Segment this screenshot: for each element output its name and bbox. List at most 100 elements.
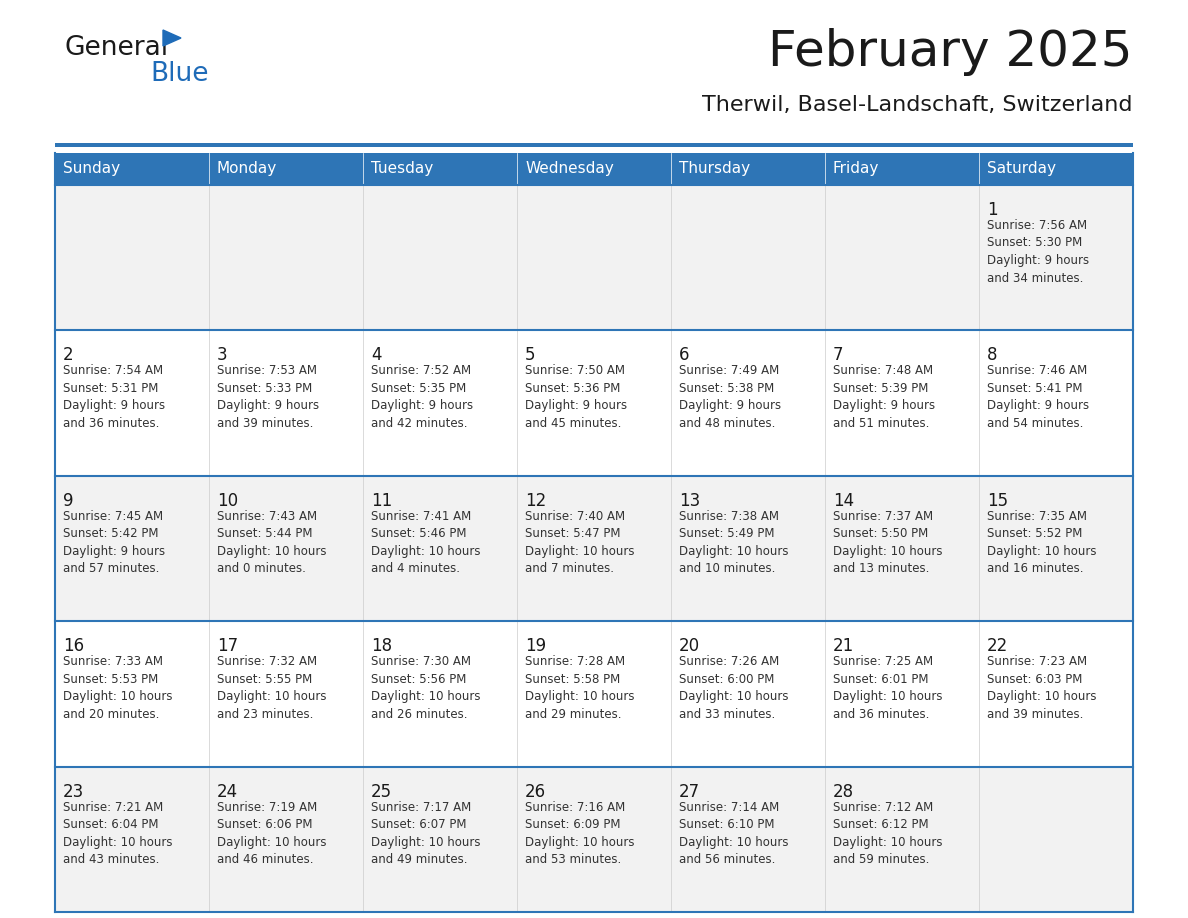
Bar (517, 621, 671, 767)
Bar (979, 621, 1133, 767)
Text: Sunset: 5:39 PM: Sunset: 5:39 PM (833, 382, 928, 395)
Text: and 53 minutes.: and 53 minutes. (525, 853, 621, 866)
Bar (824, 330, 979, 476)
Bar (671, 476, 824, 621)
Text: 5: 5 (525, 346, 536, 364)
Bar (364, 476, 517, 621)
Text: 15: 15 (987, 492, 1009, 509)
Text: Daylight: 10 hours: Daylight: 10 hours (525, 690, 634, 703)
Bar (364, 767, 517, 912)
Text: Sunrise: 7:30 AM: Sunrise: 7:30 AM (371, 655, 470, 668)
Text: Sunrise: 7:21 AM: Sunrise: 7:21 AM (63, 800, 163, 813)
Text: and 23 minutes.: and 23 minutes. (217, 708, 314, 721)
Bar (824, 153, 979, 185)
Text: Sunrise: 7:19 AM: Sunrise: 7:19 AM (217, 800, 317, 813)
Text: Daylight: 9 hours: Daylight: 9 hours (987, 254, 1089, 267)
Text: Sunrise: 7:43 AM: Sunrise: 7:43 AM (217, 509, 317, 522)
Text: Monday: Monday (217, 162, 277, 176)
Text: and 59 minutes.: and 59 minutes. (833, 853, 929, 866)
Text: Daylight: 10 hours: Daylight: 10 hours (680, 544, 789, 558)
Text: and 45 minutes.: and 45 minutes. (525, 417, 621, 430)
Text: Sunrise: 7:40 AM: Sunrise: 7:40 AM (525, 509, 625, 522)
Text: Sunday: Sunday (63, 162, 120, 176)
Text: 22: 22 (987, 637, 1009, 655)
Text: Sunrise: 7:49 AM: Sunrise: 7:49 AM (680, 364, 779, 377)
Bar (209, 330, 364, 476)
Bar (824, 621, 979, 767)
Text: Sunrise: 7:37 AM: Sunrise: 7:37 AM (833, 509, 933, 522)
Text: Sunset: 5:55 PM: Sunset: 5:55 PM (217, 673, 312, 686)
Text: Sunset: 6:12 PM: Sunset: 6:12 PM (833, 818, 929, 831)
Bar (671, 621, 824, 767)
Text: and 29 minutes.: and 29 minutes. (525, 708, 621, 721)
Text: and 46 minutes.: and 46 minutes. (217, 853, 314, 866)
Text: Sunrise: 7:53 AM: Sunrise: 7:53 AM (217, 364, 317, 377)
Bar (55, 185, 209, 330)
Text: Sunset: 5:35 PM: Sunset: 5:35 PM (371, 382, 466, 395)
Bar (55, 767, 209, 912)
Bar (824, 185, 979, 330)
Bar (517, 767, 671, 912)
Text: and 26 minutes.: and 26 minutes. (371, 708, 468, 721)
Bar (979, 476, 1133, 621)
Bar (364, 185, 517, 330)
Text: 28: 28 (833, 783, 854, 800)
Text: Daylight: 10 hours: Daylight: 10 hours (63, 690, 172, 703)
Text: 12: 12 (525, 492, 546, 509)
Text: Daylight: 10 hours: Daylight: 10 hours (833, 835, 942, 848)
Text: Wednesday: Wednesday (525, 162, 614, 176)
Text: 9: 9 (63, 492, 74, 509)
Text: Sunset: 5:46 PM: Sunset: 5:46 PM (371, 527, 467, 541)
Text: 18: 18 (371, 637, 392, 655)
Text: 3: 3 (217, 346, 228, 364)
Text: Sunrise: 7:16 AM: Sunrise: 7:16 AM (525, 800, 625, 813)
Text: 8: 8 (987, 346, 998, 364)
Text: and 42 minutes.: and 42 minutes. (371, 417, 468, 430)
Text: Sunrise: 7:26 AM: Sunrise: 7:26 AM (680, 655, 779, 668)
Text: Daylight: 10 hours: Daylight: 10 hours (987, 690, 1097, 703)
Text: and 48 minutes.: and 48 minutes. (680, 417, 776, 430)
Text: and 39 minutes.: and 39 minutes. (217, 417, 314, 430)
Text: Sunset: 6:06 PM: Sunset: 6:06 PM (217, 818, 312, 831)
Text: Daylight: 10 hours: Daylight: 10 hours (680, 835, 789, 848)
Text: 26: 26 (525, 783, 546, 800)
Text: Daylight: 9 hours: Daylight: 9 hours (217, 399, 320, 412)
Text: and 43 minutes.: and 43 minutes. (63, 853, 159, 866)
Text: Daylight: 9 hours: Daylight: 9 hours (371, 399, 473, 412)
Text: Saturday: Saturday (987, 162, 1056, 176)
Bar (55, 143, 1133, 147)
Text: Sunset: 5:41 PM: Sunset: 5:41 PM (987, 382, 1082, 395)
Text: Sunset: 5:31 PM: Sunset: 5:31 PM (63, 382, 158, 395)
Text: Sunrise: 7:33 AM: Sunrise: 7:33 AM (63, 655, 163, 668)
Text: Daylight: 10 hours: Daylight: 10 hours (371, 835, 480, 848)
Text: Daylight: 9 hours: Daylight: 9 hours (525, 399, 627, 412)
Text: Sunset: 5:50 PM: Sunset: 5:50 PM (833, 527, 928, 541)
Bar (979, 185, 1133, 330)
Bar (55, 476, 209, 621)
Text: Daylight: 10 hours: Daylight: 10 hours (525, 835, 634, 848)
Text: Daylight: 10 hours: Daylight: 10 hours (833, 544, 942, 558)
Text: and 57 minutes.: and 57 minutes. (63, 563, 159, 576)
Bar (55, 621, 209, 767)
Bar (364, 153, 517, 185)
Text: 27: 27 (680, 783, 700, 800)
Text: and 0 minutes.: and 0 minutes. (217, 563, 305, 576)
Text: 16: 16 (63, 637, 84, 655)
Text: and 33 minutes.: and 33 minutes. (680, 708, 776, 721)
Text: Sunset: 6:01 PM: Sunset: 6:01 PM (833, 673, 929, 686)
Text: Blue: Blue (150, 61, 209, 87)
Bar (671, 767, 824, 912)
Text: Daylight: 10 hours: Daylight: 10 hours (63, 835, 172, 848)
Text: and 51 minutes.: and 51 minutes. (833, 417, 929, 430)
Text: Sunrise: 7:14 AM: Sunrise: 7:14 AM (680, 800, 779, 813)
Text: and 16 minutes.: and 16 minutes. (987, 563, 1083, 576)
Bar (979, 767, 1133, 912)
Text: Sunset: 6:10 PM: Sunset: 6:10 PM (680, 818, 775, 831)
Text: and 34 minutes.: and 34 minutes. (987, 272, 1083, 285)
Text: Sunset: 5:47 PM: Sunset: 5:47 PM (525, 527, 620, 541)
Text: 7: 7 (833, 346, 843, 364)
Bar (209, 185, 364, 330)
Text: February 2025: February 2025 (769, 28, 1133, 76)
Text: Sunrise: 7:52 AM: Sunrise: 7:52 AM (371, 364, 472, 377)
Bar (671, 153, 824, 185)
